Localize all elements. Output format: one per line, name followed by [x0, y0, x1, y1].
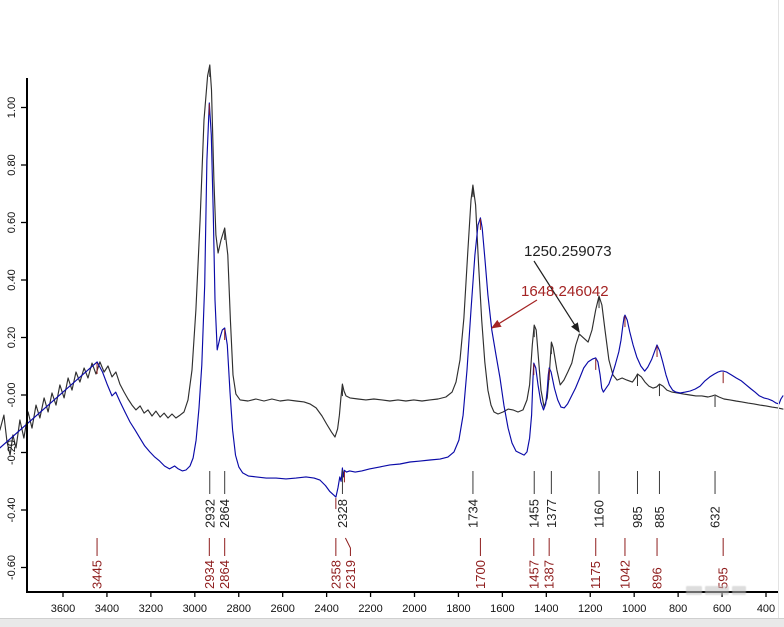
- peak-label-black: 2328: [335, 499, 350, 528]
- y-tick-label: -0.00: [6, 382, 18, 407]
- peak-leader-red: [344, 537, 351, 556]
- x-tick-label: 3000: [183, 603, 207, 615]
- peak-label-red: 2358: [328, 560, 343, 589]
- x-tick-label: 3200: [139, 603, 163, 615]
- y-tick-label: -0.40: [6, 497, 18, 522]
- peak-label-red: 3445: [90, 560, 105, 589]
- peak-label-red: 2864: [217, 560, 232, 589]
- annotation-label: 1250.259073: [524, 243, 612, 260]
- x-tick-label: 800: [669, 603, 687, 615]
- x-tick-label: 3400: [95, 603, 119, 615]
- peak-label-red: 595: [716, 567, 731, 589]
- peak-label-black: 632: [708, 506, 723, 528]
- x-tick-label: 1400: [534, 603, 558, 615]
- x-tick-label: 3600: [51, 603, 75, 615]
- y-tick-label: 0.40: [6, 269, 18, 290]
- y-tick-label: -0.60: [6, 555, 18, 580]
- window-right-edge: [778, 0, 779, 618]
- x-tick-label: 1200: [578, 603, 602, 615]
- peak-label-red: 1387: [542, 560, 557, 589]
- y-tick-label: 0.20: [6, 327, 18, 348]
- annotation-arrow: [490, 299, 538, 329]
- peak-label-red: 1175: [588, 561, 603, 589]
- peak-label-red: 2319: [343, 560, 358, 589]
- x-tick-label: 2800: [227, 603, 251, 615]
- y-tick-label: 0.80: [6, 154, 18, 175]
- x-tick-label: 2400: [314, 603, 338, 615]
- x-tick-label: 2200: [358, 603, 382, 615]
- x-tick-label: 400: [757, 603, 775, 615]
- peak-label-black: 2932: [202, 499, 217, 528]
- x-tick-label: 1600: [490, 603, 514, 615]
- y-tick-label: 0.60: [6, 212, 18, 233]
- window-bottom-edge: [0, 618, 784, 627]
- watermark-fragment: [732, 586, 746, 595]
- black-spectrum-curve: [0, 64, 784, 456]
- peak-label-red: 2934: [202, 560, 217, 589]
- peak-label-red: 896: [650, 567, 665, 589]
- peak-label-black: 1160: [592, 500, 607, 528]
- peak-label-black: 1377: [544, 499, 559, 528]
- annotation-label: 1648.246042: [521, 283, 609, 300]
- peak-label-black: 2864: [217, 499, 232, 528]
- peak-label-black: 885: [652, 506, 667, 528]
- x-tick-label: 600: [713, 603, 731, 615]
- watermark-fragment: [686, 586, 702, 595]
- peak-label-black: 1734: [465, 499, 480, 528]
- x-tick-label: 2600: [270, 603, 294, 615]
- peak-label-red: 1700: [473, 560, 488, 589]
- y-tick-label: -0.20: [6, 440, 18, 465]
- blue-spectrum-curve: [0, 102, 784, 498]
- x-tick-label: 1800: [446, 603, 470, 615]
- peak-label-red: 1457: [526, 560, 541, 589]
- watermark-fragment: [705, 586, 729, 595]
- peak-label-red: 1042: [617, 560, 632, 589]
- peak-label-black: 985: [630, 506, 645, 528]
- peak-label-black: 1455: [527, 499, 542, 528]
- y-tick-label: 1.00: [6, 97, 18, 118]
- x-tick-label: 1000: [622, 603, 646, 615]
- watermark: [686, 586, 748, 596]
- annotation-arrow: [533, 260, 580, 333]
- x-tick-label: 2000: [402, 603, 426, 615]
